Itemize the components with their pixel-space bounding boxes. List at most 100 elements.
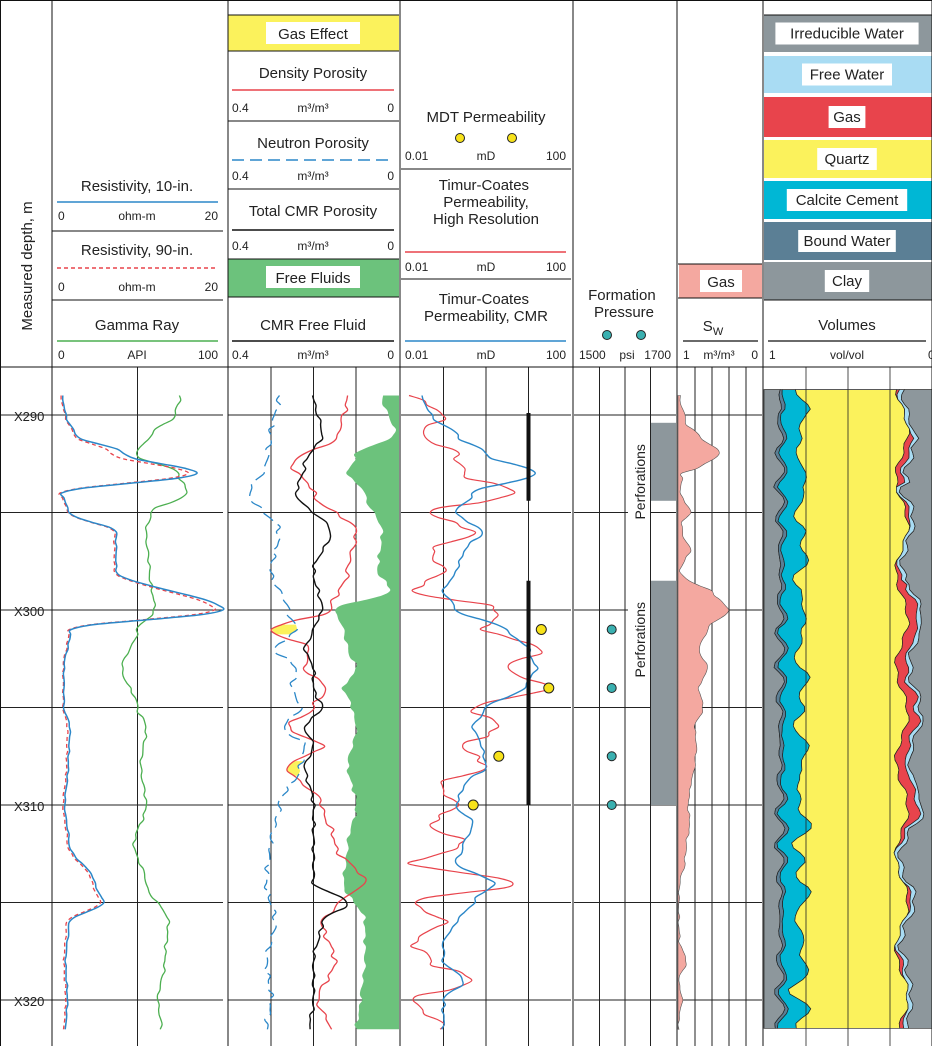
track4-header: Formation Pressure 1500 psi 1700 <box>579 287 671 362</box>
volumes-label: Volumes <box>818 317 876 334</box>
legend-label-box <box>817 148 877 170</box>
fp-min: 1500 <box>579 348 606 362</box>
cmrff-unit: m³/m³ <box>297 348 328 362</box>
curves <box>58 394 554 1030</box>
gr-min: 0 <box>58 348 65 362</box>
header: Measured depth, m Resistivity, 10-in. 0 … <box>0 0 932 367</box>
depth-label: X290 <box>14 409 44 424</box>
track3-header: MDT Permeability 0.01 mD 100 Timur-Coate… <box>405 109 566 362</box>
res10-label: Resistivity, 10-in. <box>81 178 193 195</box>
irreducible-water-volume <box>897 389 932 1029</box>
fp-legend-dot-1 <box>602 330 612 340</box>
tc-hr-min: 0.01 <box>405 260 429 274</box>
dphi-label: Density Porosity <box>259 65 368 82</box>
tc-cmr-unit: mD <box>477 348 496 362</box>
res90-curve <box>58 395 216 1030</box>
nphi-unit: m³/m³ <box>297 169 328 183</box>
fp-label-text: Formation <box>588 287 656 304</box>
track6-header: Volumes 1 vol/vol 0 Irreducible Water Fre… <box>764 15 932 362</box>
fp-max: 1700 <box>644 348 671 362</box>
legend-label-box <box>786 189 908 211</box>
fp-label: Formation Pressure <box>588 287 660 321</box>
pressure-point <box>606 751 617 762</box>
tcmr-min: 0.4 <box>232 239 249 253</box>
res90-label: Resistivity, 90-in. <box>81 242 193 259</box>
sw-label: SW <box>703 318 724 338</box>
nphi-max: 0 <box>387 169 394 183</box>
mdt-point <box>543 682 555 694</box>
sw-max: 0 <box>751 348 758 362</box>
legend-label-box <box>828 106 866 128</box>
depth-label: X300 <box>14 604 44 619</box>
gr-max: 100 <box>198 348 218 362</box>
quartz-volume <box>787 389 911 1029</box>
dphi-min: 0.4 <box>232 101 249 115</box>
pressure-point <box>606 683 617 693</box>
pressure-point <box>606 624 617 635</box>
gr-unit: API <box>127 348 146 362</box>
label-line: Permeability, CMR <box>424 308 548 325</box>
tc-hr-curve <box>407 394 554 1030</box>
depth-axis-label: Measured depth, m <box>19 201 36 330</box>
sw-unit: m³/m³ <box>703 348 734 362</box>
legend-label: Clay <box>832 273 863 290</box>
tc-cmr-label-text: Timur-Coates <box>439 291 529 308</box>
res10-max: 20 <box>205 209 219 223</box>
sw-sub: W <box>713 326 724 338</box>
mdt-point <box>535 624 547 635</box>
neutron-porosity-curve <box>248 395 306 1030</box>
grid-lines <box>0 367 932 1046</box>
tc-hr-unit: mD <box>477 260 496 274</box>
label-line: Permeability, <box>443 194 529 211</box>
tcmr-unit: m³/m³ <box>297 239 328 253</box>
tc-hr-label: Timur-Coates Permeability, High Resolutio… <box>433 177 539 228</box>
tc-hr-label-text: Timur-Coates <box>439 177 529 194</box>
perforation-label-box <box>628 588 650 691</box>
log-body: Perforations Perforations <box>0 367 932 1046</box>
mdt-unit: mD <box>477 149 496 163</box>
fp-unit: psi <box>619 348 634 362</box>
tc-cmr-label: Timur-Coates Permeability, CMR <box>424 291 548 325</box>
res10-min: 0 <box>58 209 65 223</box>
res10-curve <box>59 395 225 1030</box>
res10-unit: ohm-m <box>118 209 155 223</box>
perforation-label: Perforations <box>632 444 648 519</box>
mdt-legend-dot-2 <box>507 133 517 143</box>
perforation-band <box>651 580 676 805</box>
track2-header: Gas Effect Density Porosity 0.4 m³/m³ 0 … <box>228 15 399 362</box>
marks: Perforations Perforations <box>467 367 891 1046</box>
legend-label-box <box>824 270 870 292</box>
tc-cmr-curve <box>421 395 539 1030</box>
volumes-max: 0 <box>928 348 932 362</box>
legend-label-box <box>802 63 892 86</box>
mdt-legend-dot-1 <box>455 133 465 143</box>
volumes-unit: vol/vol <box>830 348 864 362</box>
mdt-point <box>493 750 505 762</box>
perforation-label: Perforations <box>632 602 648 677</box>
pressure-point <box>606 800 617 810</box>
legend-label-box <box>775 22 919 45</box>
tc-cmr-min: 0.01 <box>405 348 429 362</box>
sw-min: 1 <box>683 348 690 362</box>
label-line: High Resolution <box>433 211 539 228</box>
res90-unit: ohm-m <box>118 280 155 294</box>
legend-label: Gas <box>833 109 861 126</box>
tcmr-label: Total CMR Porosity <box>249 203 378 220</box>
legend-label: Bound Water <box>804 233 891 250</box>
legend-label: Irreducible Water <box>790 26 904 43</box>
free-fluids-label: Free Fluids <box>275 270 350 287</box>
track5-header: Gas SW 1 m³/m³ 0 <box>679 264 762 362</box>
perforation-label-box <box>628 430 650 533</box>
legend-label: Free Water <box>810 67 884 84</box>
track1-header: Resistivity, 10-in. 0 ohm-m 20 Resistivi… <box>57 178 218 362</box>
tc-hr-max: 100 <box>546 260 566 274</box>
fp-legend-dot-2 <box>636 330 646 340</box>
gas-effect-fill <box>271 624 298 635</box>
volumes-min: 1 <box>769 348 776 362</box>
density-porosity-curve <box>270 395 367 1030</box>
gas-effect-label-box <box>266 22 360 44</box>
gas-effect-label: Gas Effect <box>278 26 349 43</box>
total-cmr-porosity-curve <box>294 395 348 1030</box>
tcmr-max: 0 <box>387 239 394 253</box>
